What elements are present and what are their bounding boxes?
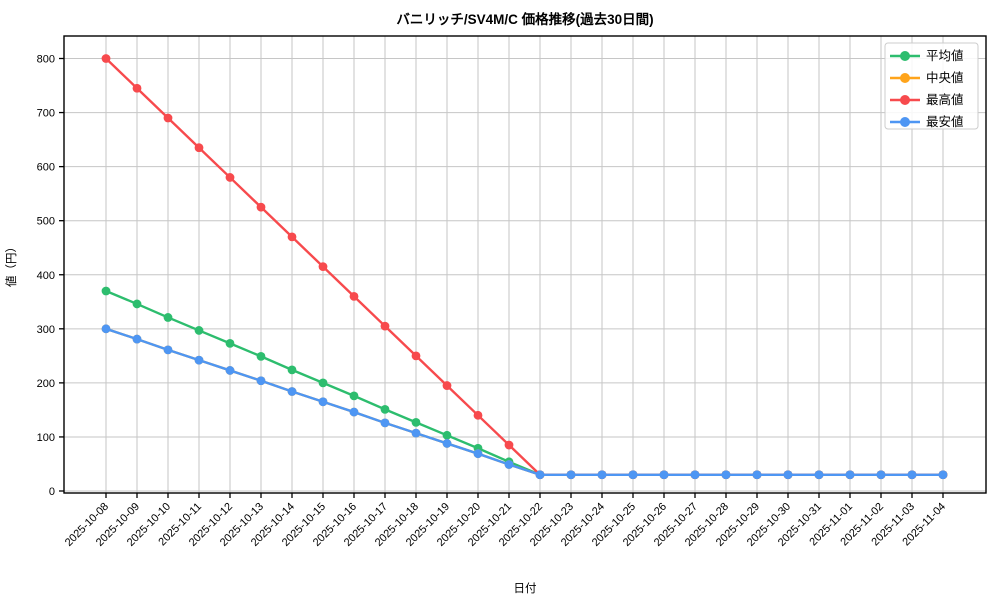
data-point-最安値 xyxy=(380,418,390,428)
data-point-平均値 xyxy=(349,391,359,401)
legend-marker-min xyxy=(900,117,910,127)
data-point-最安値 xyxy=(659,470,669,480)
legend-box xyxy=(884,42,979,130)
data-point-最安値 xyxy=(411,428,421,438)
data-point-最安値 xyxy=(318,397,328,407)
data-point-最安値 xyxy=(566,470,576,480)
data-point-最安値 xyxy=(721,470,731,480)
y-tick-label: 500 xyxy=(37,216,55,228)
y-tick-label: 200 xyxy=(37,378,55,390)
data-point-平均値 xyxy=(225,339,235,348)
y-tick-label: 600 xyxy=(37,162,55,174)
data-point-平均値 xyxy=(101,286,111,296)
data-point-平均値 xyxy=(194,326,204,335)
data-point-最高値 xyxy=(504,440,514,450)
data-point-最高値 xyxy=(132,83,142,93)
data-point-最安値 xyxy=(225,366,235,375)
data-point-最安値 xyxy=(442,439,452,448)
data-point-最安値 xyxy=(814,470,824,480)
data-point-平均値 xyxy=(256,351,266,361)
legend-label-min: 最安値 xyxy=(926,114,964,129)
data-point-最高値 xyxy=(411,351,421,361)
legend-label-mean: 平均値 xyxy=(926,48,964,63)
data-point-最安値 xyxy=(783,470,793,480)
data-point-最安値 xyxy=(101,324,111,334)
data-point-最安値 xyxy=(597,470,607,480)
series-line-中央値 xyxy=(104,327,945,476)
data-point-最安値 xyxy=(132,334,142,344)
series-line-最高値 xyxy=(104,57,945,476)
data-point-平均値 xyxy=(318,378,328,388)
legend-marker-mean xyxy=(900,51,910,61)
y-tick-label: 0 xyxy=(49,486,55,498)
legend-item-mean: 平均値 xyxy=(890,48,964,63)
data-point-最安値 xyxy=(752,470,762,480)
data-point-最安値 xyxy=(287,387,297,396)
data-point-最安値 xyxy=(194,355,204,365)
data-point-最安値 xyxy=(535,470,545,480)
data-point-平均値 xyxy=(287,365,297,375)
legend-item-min: 最安値 xyxy=(890,114,964,129)
data-point-平均値 xyxy=(442,430,452,440)
legend: 平均値 中央値 最高値 最安値 xyxy=(884,42,979,130)
data-point-最安値 xyxy=(876,470,886,480)
data-point-平均値 xyxy=(132,299,142,309)
plot-frame xyxy=(63,35,987,494)
y-tick-label: 300 xyxy=(37,324,55,336)
data-point-最安値 xyxy=(690,470,700,480)
legend-item-median: 中央値 xyxy=(890,70,964,85)
x-axis-label: 日付 xyxy=(514,582,537,595)
data-point-最安値 xyxy=(163,345,173,355)
data-point-最安値 xyxy=(473,449,483,459)
data-point-最安値 xyxy=(907,470,917,480)
data-point-最安値 xyxy=(628,470,638,480)
data-point-最高値 xyxy=(318,262,328,272)
y-tick-label: 800 xyxy=(37,54,55,66)
data-point-平均値 xyxy=(380,404,390,414)
data-point-最高値 xyxy=(349,291,359,301)
legend-marker-median xyxy=(900,73,910,83)
data-point-平均値 xyxy=(411,417,421,427)
data-point-最高値 xyxy=(101,54,111,63)
data-point-最安値 xyxy=(504,460,514,469)
data-point-平均値 xyxy=(163,313,173,322)
legend-label-median: 中央値 xyxy=(926,70,964,85)
data-point-最安値 xyxy=(845,470,855,480)
data-series xyxy=(101,54,948,480)
data-point-最高値 xyxy=(225,173,235,182)
data-point-最高値 xyxy=(473,410,483,420)
data-point-最高値 xyxy=(442,381,452,390)
y-axis-label: 値（円） xyxy=(5,241,18,287)
chart-title: バニリッチ/SV4M/C 価格推移(過去30日間) xyxy=(396,11,653,27)
gridlines xyxy=(64,36,986,493)
data-point-最高値 xyxy=(163,113,173,123)
data-point-最高値 xyxy=(380,321,390,331)
legend-label-max: 最高値 xyxy=(926,92,964,107)
legend-marker-max xyxy=(900,95,910,105)
data-point-最高値 xyxy=(256,202,266,212)
series-line-最安値 xyxy=(104,327,945,476)
y-tick-label: 400 xyxy=(37,270,55,282)
data-point-最安値 xyxy=(256,376,266,386)
legend-item-max: 最高値 xyxy=(890,92,964,107)
y-tick-label: 700 xyxy=(37,108,55,120)
y-tick-label: 100 xyxy=(37,432,55,444)
data-point-最安値 xyxy=(938,470,948,480)
data-point-最高値 xyxy=(287,232,297,242)
data-point-最高値 xyxy=(194,143,204,153)
data-point-最安値 xyxy=(349,407,359,417)
